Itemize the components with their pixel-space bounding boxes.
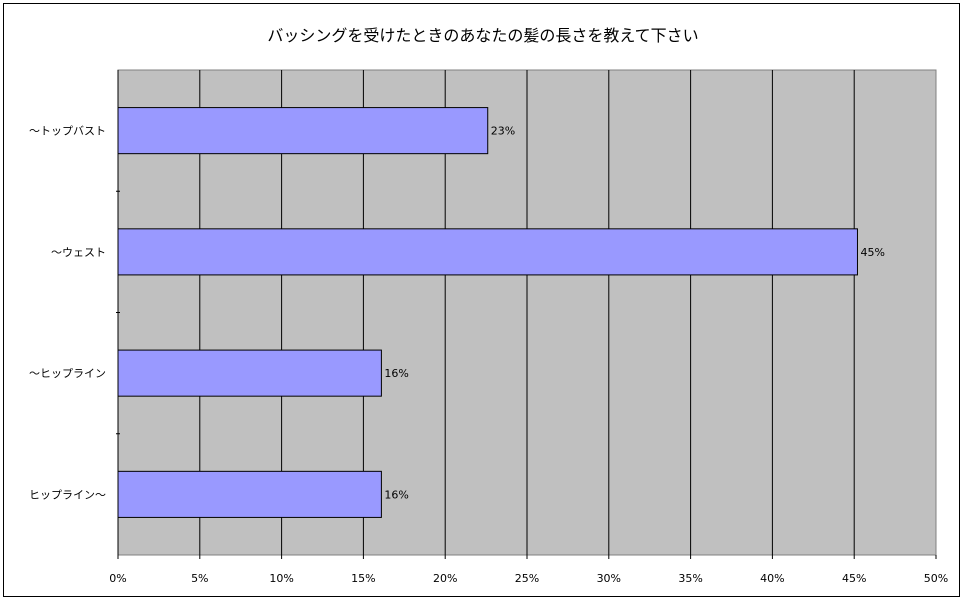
y-category-label: ～ウェスト	[51, 246, 106, 259]
y-category-label: ～ヒップライン	[29, 367, 106, 380]
bar	[117, 107, 489, 155]
bar	[117, 228, 858, 276]
bar	[117, 470, 382, 518]
data-label: 16%	[384, 367, 408, 380]
x-tick-label: 5%	[191, 572, 208, 585]
x-tick-label: 30%	[597, 572, 621, 585]
x-tick-label: 10%	[269, 572, 293, 585]
x-tick-label: 25%	[515, 572, 539, 585]
data-label: 23%	[491, 125, 515, 138]
x-tick-label: 40%	[760, 572, 784, 585]
x-tick-label: 15%	[351, 572, 375, 585]
x-tick-label: 45%	[842, 572, 866, 585]
chart-title: バッシングを受けたときのあなたの髪の長さを教えて下さい	[267, 26, 699, 45]
x-tick-label: 35%	[678, 572, 702, 585]
x-tick-label: 20%	[433, 572, 457, 585]
x-tick-label: 0%	[109, 572, 126, 585]
y-category-label: ヒップライン～	[29, 488, 106, 501]
data-label: 45%	[860, 246, 884, 259]
x-tick-label: 50%	[924, 572, 948, 585]
data-label: 16%	[384, 488, 408, 501]
y-category-label: ～トップバスト	[29, 125, 106, 138]
bar	[117, 349, 382, 397]
